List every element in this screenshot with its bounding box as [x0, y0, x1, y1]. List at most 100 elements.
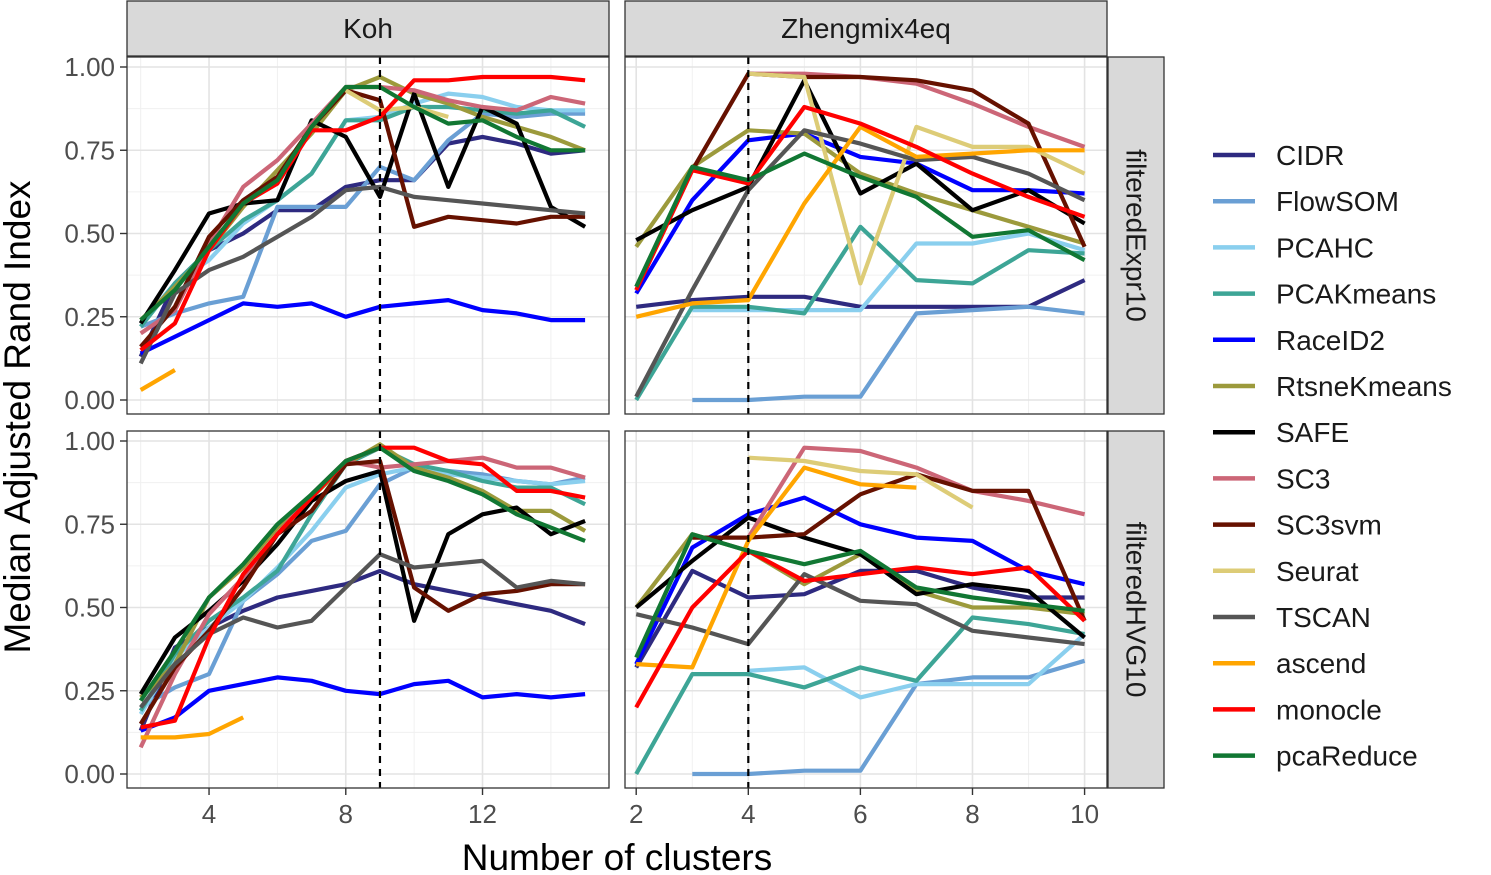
series-line-monocle	[634, 548, 1087, 709]
series-line-flowsom	[692, 658, 1086, 777]
series-line-safe	[138, 91, 587, 325]
legend-item-tscan: TSCAN	[1213, 602, 1371, 633]
series-line-ascend	[140, 715, 245, 740]
series-line-seurat	[748, 455, 974, 510]
legend-label: ascend	[1276, 648, 1366, 679]
legend-item-safe: SAFE	[1213, 417, 1349, 448]
legend-label: monocle	[1276, 694, 1382, 725]
legend-label: pcaReduce	[1276, 741, 1418, 772]
y-tick-label: 0.75	[64, 509, 115, 539]
legend-label: RtsneKmeans	[1276, 371, 1452, 402]
series-line-pcareduce	[634, 532, 1085, 659]
series-line-safe	[634, 515, 1086, 640]
series-line-pcahc	[748, 632, 1086, 700]
series-line-cidr	[634, 568, 1085, 669]
facet-strip-column	[624, 0, 1108, 57]
facet-row-label: filteredExpr10	[1121, 149, 1152, 322]
y-tick-label: 0.75	[64, 135, 115, 165]
legend-item-monocle: monocle	[1213, 694, 1382, 725]
legend-label: CIDR	[1276, 140, 1344, 171]
y-tick-label: 0.25	[64, 676, 115, 706]
y-tick-label: 0.50	[64, 219, 115, 249]
y-tick-label: 0.50	[64, 593, 115, 623]
legend-item-raceid2: RaceID2	[1213, 325, 1385, 356]
series-line-seurat	[344, 88, 449, 119]
legend-item-cidr: CIDR	[1213, 140, 1344, 171]
series-line-monocle	[634, 104, 1086, 291]
series-group	[138, 442, 587, 749]
y-axis-title: Median Adjusted Rand Index	[0, 180, 38, 654]
legend-item-flowsom: FlowSOM	[1213, 186, 1399, 217]
panel-zhengmix4eq-filteredexpr10	[624, 56, 1108, 415]
legend-item-pcareduce: pcaReduce	[1213, 741, 1418, 772]
axes: 0.00 0.25 0.50 0.75 1.00 0.00 0.25 0.50 0.75 1.00…	[64, 52, 1099, 829]
panel-border	[126, 430, 610, 789]
panel-zhengmix4eq-filteredhvg10	[624, 430, 1108, 789]
legend-label: RaceID2	[1276, 325, 1385, 356]
panel-border	[126, 56, 610, 415]
series-line-ascend	[139, 368, 176, 392]
y-tick-label: 0.25	[64, 302, 115, 332]
series-group	[138, 74, 587, 392]
series-line-pcakmeans	[634, 224, 1085, 402]
x-tick-label: 12	[468, 799, 497, 829]
y-tick-label: 0.00	[64, 385, 115, 415]
y-tick-label: 1.00	[64, 426, 115, 456]
series-line-ascend	[636, 465, 917, 670]
series-line-safe	[635, 78, 1086, 243]
series-line-tscan	[138, 184, 586, 365]
legend-label: PCAKmeans	[1276, 279, 1436, 310]
x-tick-label: 6	[853, 799, 867, 829]
series-line-seurat	[748, 71, 1086, 286]
series-line-raceid2	[139, 298, 586, 356]
y-tick-label: 0.00	[64, 759, 115, 789]
y-tick-label: 1.00	[64, 52, 115, 82]
series-line-pcareduce	[139, 84, 586, 322]
series-line-tscan	[634, 128, 1086, 398]
legend-label: SC3svm	[1276, 510, 1382, 541]
panel-border	[624, 430, 1108, 789]
legend-label: TSCAN	[1276, 602, 1371, 633]
legend-item-pcakmeans: PCAKmeans	[1213, 279, 1436, 310]
series-group	[634, 71, 1087, 403]
series-line-sc3	[746, 445, 1086, 539]
facet-strip-row	[1107, 56, 1165, 415]
series-line-sc3svm	[139, 88, 586, 349]
legend-item-sc3: SC3	[1213, 463, 1330, 494]
legend-item-rtsnekmeans: RtsneKmeans	[1213, 371, 1452, 402]
legend-label: PCAHC	[1276, 232, 1374, 263]
legend-item-seurat: Seurat	[1213, 556, 1359, 587]
legend: CIDR FlowSOM PCAHC PCAKmeans RaceID2 RtsneKme…	[1213, 140, 1452, 772]
series-group	[634, 445, 1087, 777]
legend-item-sc3svm: SC3svm	[1213, 510, 1382, 541]
legend-label: SC3	[1276, 463, 1330, 494]
panel-koh-filteredexpr10	[126, 56, 610, 415]
legend-label: FlowSOM	[1276, 186, 1399, 217]
series-line-raceid2	[139, 675, 586, 733]
series-line-rtsnekmeans	[634, 128, 1086, 249]
x-tick-label: 4	[202, 799, 216, 829]
x-axis-title: Number of clusters	[462, 837, 773, 875]
facet-strip-column	[126, 0, 610, 57]
facet-column-label: Zhengmix4eq	[781, 13, 951, 44]
legend-item-pcahc: PCAHC	[1213, 232, 1374, 263]
facet-row-label: filteredHVG10	[1121, 522, 1152, 698]
series-line-pcakmeans	[634, 615, 1085, 776]
panel-border	[624, 56, 1108, 415]
facet-column-label: Koh	[343, 13, 393, 44]
facet-strips: Koh Zhengmix4eq filteredExpr10 filteredHVG1…	[126, 0, 1165, 789]
x-tick-label: 4	[741, 799, 755, 829]
legend-item-ascend: ascend	[1213, 648, 1366, 679]
x-tick-label: 2	[629, 799, 643, 829]
series-line-pcareduce	[634, 151, 1086, 288]
facet-strip-row	[1107, 430, 1165, 789]
panels-layer	[126, 56, 1108, 789]
x-tick-label: 8	[339, 799, 353, 829]
series-line-pcahc	[692, 231, 1086, 313]
series-line-tscan	[635, 572, 1085, 647]
series-line-flowsom	[692, 304, 1085, 403]
x-tick-label: 8	[965, 799, 979, 829]
panel-koh-filteredhvg10	[126, 430, 610, 789]
series-line-pcareduce	[138, 445, 586, 702]
